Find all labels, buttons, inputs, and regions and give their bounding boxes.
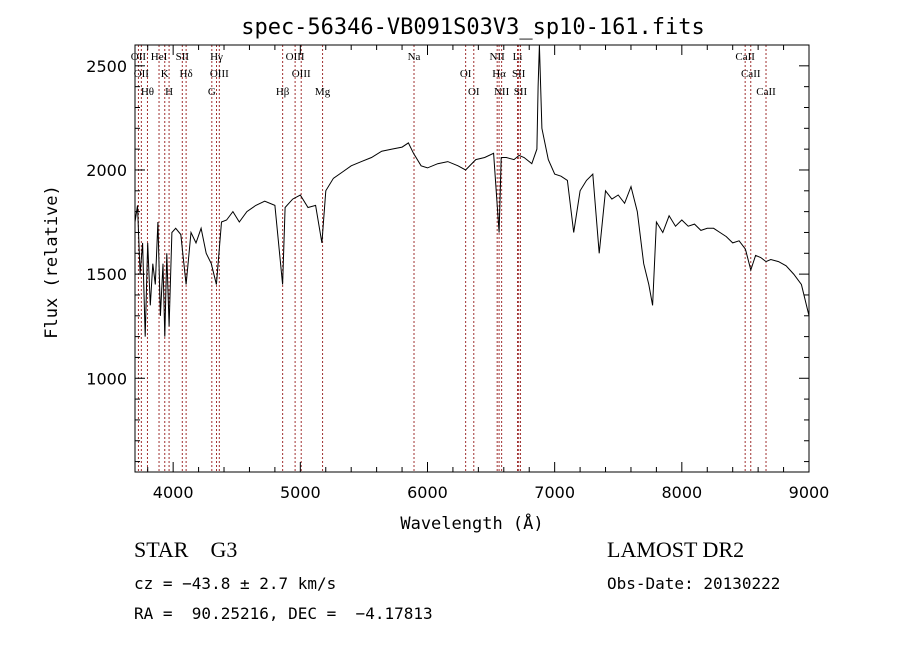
spectral-line-label: OIII (292, 68, 311, 80)
x-tick-label: 5000 (280, 483, 321, 502)
chart-title: spec-56346-VB091S03V3_sp10-161.fits (241, 15, 705, 40)
spectrum-line (134, 44, 810, 337)
spectral-line-label: Hβ (276, 86, 290, 98)
y-tick-label: 2000 (86, 161, 127, 180)
redshift-velocity: cz = −43.8 ± 2.7 km/s (134, 574, 337, 593)
y-tick-label: 1500 (86, 265, 127, 284)
survey-name: LAMOST DR2 (607, 537, 745, 562)
object-class: STAR G3 (134, 537, 238, 562)
spectral-line-label: NII (490, 51, 506, 63)
x-tick-label: 4000 (153, 483, 194, 502)
plot-frame (134, 44, 810, 473)
y-axis-label: Flux (relative) (42, 185, 62, 339)
spectral-line-label: G (208, 86, 216, 98)
x-tick-label: 6000 (407, 483, 448, 502)
spectral-line-label: SII (512, 68, 526, 80)
spectral-line-label: SII (176, 51, 190, 63)
spectral-line-label: Hδ (180, 68, 193, 80)
x-axis-ticks: 4000 5000 6000 7000 8000 9000 (147, 45, 830, 502)
spectral-line-label: NII (494, 86, 510, 98)
spectral-line-label: Hγ (210, 51, 223, 63)
x-axis-label: Wavelength (Å) (400, 512, 543, 534)
spectral-line-label: Hθ (141, 86, 154, 98)
y-tick-label: 2500 (86, 57, 127, 76)
spectral-line-markers (137, 45, 767, 472)
spectral-line-label: OII (134, 68, 150, 80)
x-tick-label: 7000 (534, 483, 575, 502)
spectral-line-label: OI (460, 68, 472, 80)
spectral-line-label: Mg (315, 86, 331, 98)
spectral-line-label: OIII (286, 51, 305, 63)
spectral-line-labels: OIIOIIHθHeIKHSIIHδGHγOIIIHβOIIIOIIIMgNaO… (131, 51, 776, 98)
spectral-line-label: H (165, 86, 173, 98)
spectral-line-label: SII (514, 86, 528, 98)
y-tick-label: 1000 (86, 369, 127, 388)
spectral-line-label: OIII (210, 68, 229, 80)
spectral-line-label: HeI (151, 51, 168, 63)
spectral-line-label: Na (408, 51, 421, 63)
spectral-line-label: OII (131, 51, 147, 63)
spectral-line-label: OI (468, 86, 480, 98)
spectral-line-label: Hα (492, 68, 506, 80)
spectral-line-label: CaII (735, 51, 755, 63)
x-tick-label: 8000 (661, 483, 702, 502)
observation-date: Obs-Date: 20130222 (607, 574, 781, 593)
x-tick-label: 9000 (789, 483, 830, 502)
coordinates: RA = 90.25216, DEC = −4.17813 (134, 604, 433, 623)
spectral-line-label: CaII (756, 86, 776, 98)
spectral-line-label: Li (513, 51, 523, 63)
y-axis-ticks: 1000 1500 2000 2500 (86, 44, 809, 463)
spectral-line-label: CaII (741, 68, 761, 80)
spectral-line-label: K (161, 68, 169, 80)
